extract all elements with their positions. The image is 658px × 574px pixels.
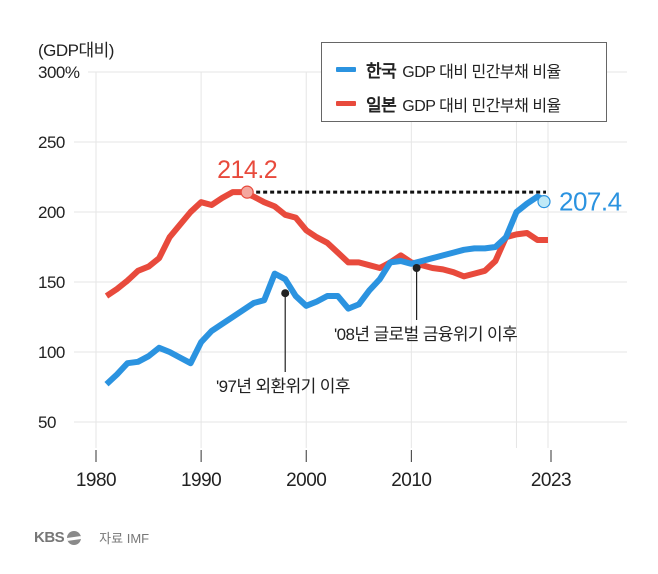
peak-marker-japan (240, 185, 254, 199)
end-value-label-korea: 207.4 (559, 187, 622, 217)
kbs-logo-text: KBS (34, 529, 65, 546)
event-dot (281, 289, 290, 298)
series-layer (104, 189, 550, 387)
y-tick-label: 300% (38, 63, 80, 82)
x-tick-label: 2000 (286, 470, 326, 491)
event-dot (412, 264, 421, 272)
series-line-japan (104, 189, 548, 299)
legend-item-korea: 한국 GDP 대비 민간부채 비율 (336, 57, 561, 82)
legend: 한국 GDP 대비 민간부채 비율 일본 GDP 대비 민간부채 비율 (321, 42, 607, 122)
kbs-logo: KBS (34, 529, 82, 546)
x-tick-label: 2023 (531, 470, 571, 491)
y-tick-label: 150 (38, 273, 65, 292)
x-tick-label: 1990 (181, 470, 221, 491)
footer: KBS 자료 IMF (34, 528, 149, 547)
y-tick-label: 200 (38, 203, 65, 222)
legend-country-korea: 한국 (366, 62, 397, 81)
legend-item-japan: 일본 GDP 대비 민간부채 비율 (336, 91, 561, 116)
axis-layer: 300% 250 200 150 100 50 1980 1990 2000 2010 2023 (38, 63, 572, 491)
legend-country-japan: 일본 (366, 96, 397, 115)
peak-value-label-japan: 214.2 (217, 156, 277, 184)
grid-layer (74, 71, 627, 448)
y-tick-label: 50 (38, 413, 56, 432)
legend-swatch-korea (336, 67, 356, 72)
event-label: '08년 글로벌 금융위기 이후 (334, 325, 517, 344)
legend-swatch-japan (336, 101, 356, 106)
kbs-logo-icon (67, 530, 82, 545)
x-tick-label: 1980 (76, 470, 116, 491)
event-label: '97년 외환위기 이후 (216, 377, 350, 396)
y-tick-label: 100 (38, 343, 65, 362)
end-marker-korea (537, 195, 551, 209)
x-tick-label: 2010 (391, 470, 431, 491)
legend-label-japan: GDP 대비 민간부채 비율 (402, 97, 561, 115)
source-label: 자료 IMF (99, 531, 150, 546)
event-layer (281, 264, 421, 372)
series-line-korea (104, 193, 550, 387)
y-axis-unit-label: (GDP대비) (38, 41, 114, 60)
legend-label-korea: GDP 대비 민간부채 비율 (402, 63, 561, 81)
y-tick-label: 250 (38, 133, 65, 152)
label-layer: '97년 외환위기 이후 '08년 글로벌 금융위기 이후 214.2 207.4 (216, 156, 622, 396)
